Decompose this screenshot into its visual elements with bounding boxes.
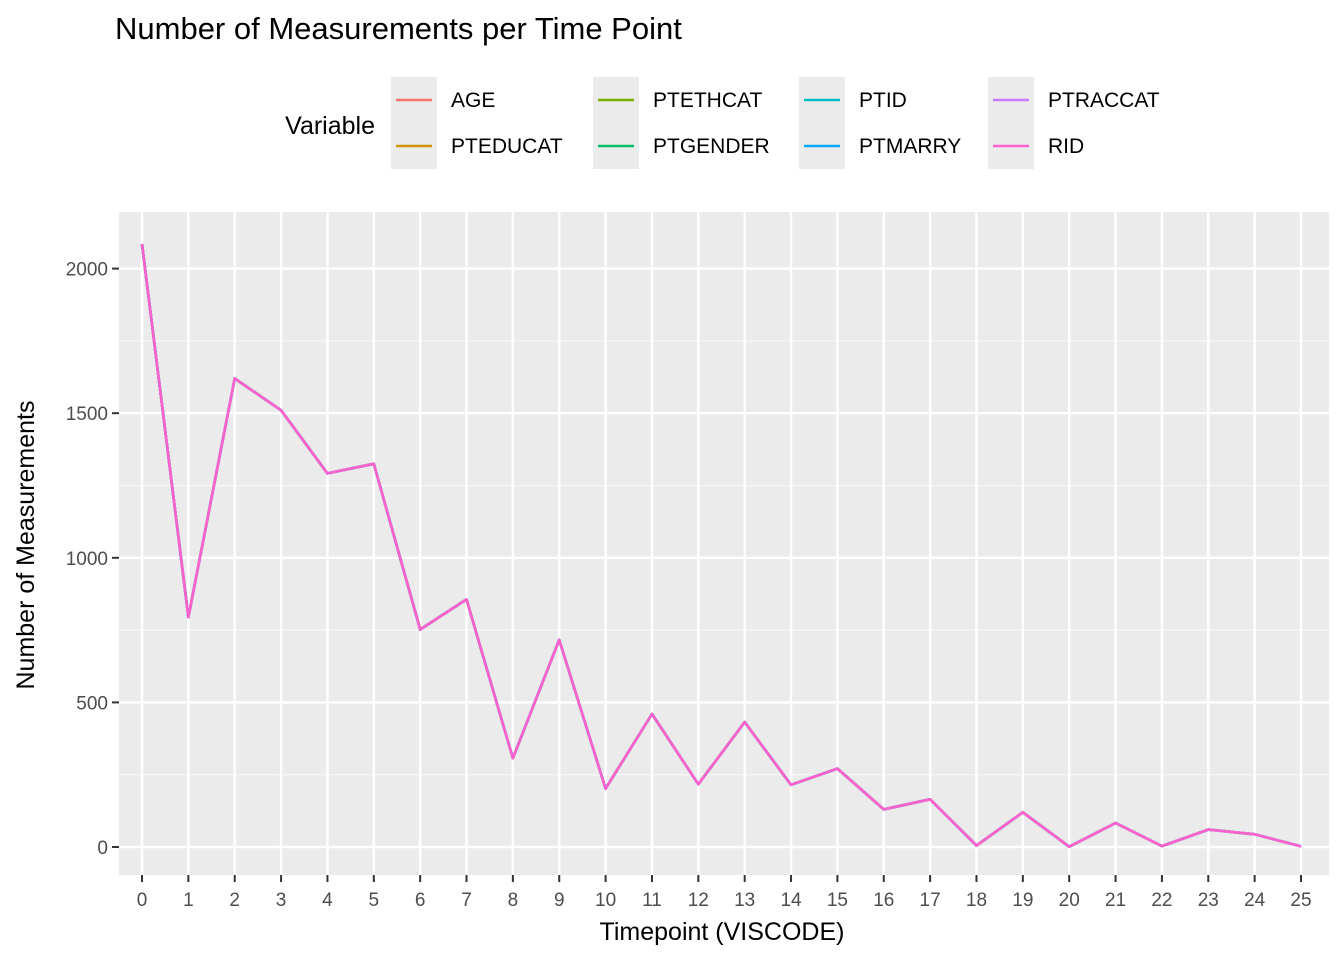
- legend-item-pteducat: PTEDUCAT: [391, 123, 563, 169]
- x-tick-label: 21: [1105, 890, 1126, 911]
- legend-label: PTGENDER: [653, 135, 770, 158]
- x-tick-label: 16: [873, 890, 894, 911]
- x-tick-label: 20: [1059, 890, 1080, 911]
- x-tick-label: 10: [595, 890, 616, 911]
- chart-title: Number of Measurements per Time Point: [115, 11, 682, 46]
- y-tick-label: 2000: [66, 260, 108, 281]
- legend-label: AGE: [451, 89, 495, 112]
- x-tick-label: 24: [1244, 890, 1266, 911]
- x-axis: 0 1 2 3 4 5 6 7 8 9 10 11 12 13 14 15 16 17 18 19 20 21 22 23 24…: [137, 875, 1312, 911]
- x-tick-label: 3: [276, 890, 287, 911]
- x-tick-label: 6: [415, 890, 426, 911]
- x-tick-label: 9: [554, 890, 565, 911]
- x-tick-label: 7: [461, 890, 472, 911]
- x-tick-label: 1: [183, 890, 194, 911]
- y-axis: 0 500 1000 1500 2000: [66, 260, 119, 859]
- legend-item-age: AGE: [391, 77, 495, 123]
- legend-label: RID: [1048, 135, 1084, 158]
- y-tick-label: 1000: [66, 549, 108, 570]
- legend-item-rid: RID: [988, 123, 1084, 169]
- y-tick-label: 1500: [66, 404, 108, 425]
- legend-item-ptethcat: PTETHCAT: [593, 77, 762, 123]
- x-tick-label: 4: [322, 890, 333, 911]
- x-tick-label: 14: [780, 890, 802, 911]
- x-tick-label: 19: [1012, 890, 1033, 911]
- legend-label: PTID: [859, 89, 907, 112]
- legend-item-ptid: PTID: [799, 77, 907, 123]
- x-tick-label: 18: [966, 890, 987, 911]
- y-tick-label: 500: [76, 693, 108, 714]
- legend-item-ptraccat: PTRACCAT: [988, 77, 1160, 123]
- x-tick-label: 22: [1151, 890, 1172, 911]
- x-tick-label: 8: [508, 890, 519, 911]
- series-lines: [140, 243, 1302, 849]
- series-line-rid: [140, 243, 1302, 849]
- x-tick-label: 25: [1290, 890, 1311, 911]
- x-tick-label: 12: [688, 890, 709, 911]
- legend-label: PTMARRY: [859, 135, 961, 158]
- x-tick-label: 2: [229, 890, 240, 911]
- legend-item-ptmarry: PTMARRY: [799, 123, 961, 169]
- x-tick-label: 15: [827, 890, 848, 911]
- x-tick-label: 17: [920, 890, 941, 911]
- major-gridlines: [119, 212, 1329, 875]
- legend-title: Variable: [285, 112, 375, 140]
- minor-gridlines: [119, 340, 1329, 776]
- x-tick-label: 0: [137, 890, 148, 911]
- plot-panel: [119, 212, 1329, 875]
- legend-label: PTEDUCAT: [451, 135, 563, 158]
- x-tick-label: 23: [1198, 890, 1219, 911]
- x-tick-label: 5: [369, 890, 380, 911]
- legend-item-ptgender: PTGENDER: [593, 123, 770, 169]
- y-tick-label: 0: [97, 838, 108, 859]
- x-tick-label: 11: [642, 890, 662, 911]
- legend-label: PTETHCAT: [653, 89, 762, 112]
- y-axis-title: Number of Measurements: [12, 400, 40, 689]
- x-axis-title: Timepoint (VISCODE): [600, 918, 845, 946]
- x-tick-label: 13: [734, 890, 755, 911]
- legend: Variable AGE PTEDUCAT PTETHCAT PTGENDER PTID…: [285, 77, 1160, 169]
- legend-label: PTRACCAT: [1048, 89, 1160, 112]
